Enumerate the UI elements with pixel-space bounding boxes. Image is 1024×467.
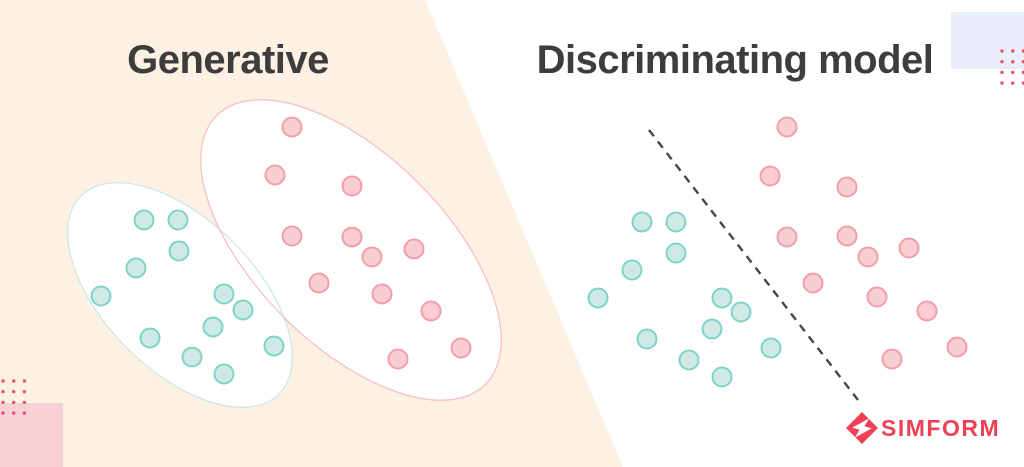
pink-data-point <box>857 246 879 268</box>
deco-dot <box>1021 49 1024 53</box>
teal-data-point <box>730 301 752 323</box>
pink-data-point <box>281 116 303 138</box>
pink-data-point <box>341 226 363 248</box>
teal-data-point <box>181 346 203 368</box>
teal-data-point <box>665 242 687 264</box>
discriminating-title: Discriminating model <box>536 38 934 82</box>
pink-square <box>0 403 63 467</box>
teal-data-point <box>213 363 235 385</box>
deco-dot <box>22 411 27 415</box>
deco-dot <box>1000 81 1004 85</box>
deco-dot <box>12 390 16 394</box>
pink-data-point <box>916 300 938 322</box>
deco-dot <box>1021 60 1024 64</box>
pink-data-point <box>281 225 303 247</box>
simform-logo-icon <box>846 412 878 444</box>
pink-data-point <box>946 336 968 358</box>
deco-dot <box>22 379 27 383</box>
pink-data-point <box>836 225 858 247</box>
teal-cluster-ellipse <box>67 182 293 408</box>
teal-data-point <box>232 299 254 321</box>
pink-data-point <box>898 237 920 259</box>
teal-data-point <box>90 285 112 307</box>
pink-data-point <box>776 116 798 138</box>
pink-data-point <box>308 272 330 294</box>
deco-dot <box>1021 70 1024 75</box>
pink-data-point <box>341 175 363 197</box>
teal-data-point <box>213 283 235 305</box>
teal-cluster-ellipse-fill <box>67 182 293 408</box>
teal-data-point <box>678 349 700 371</box>
deco-dot <box>1000 49 1004 53</box>
teal-data-point <box>167 209 189 231</box>
teal-data-point <box>711 287 733 309</box>
teal-data-point <box>760 337 782 359</box>
deco-dot <box>22 390 27 394</box>
teal-data-point <box>133 209 155 231</box>
teal-data-point <box>202 316 224 338</box>
teal-data-point <box>665 211 687 233</box>
pink-data-point <box>420 300 442 322</box>
deco-dot <box>1 411 5 415</box>
teal-data-point <box>587 287 609 309</box>
deco-dot <box>1011 49 1015 53</box>
lavender-square <box>951 12 1024 69</box>
pink-data-point <box>264 164 286 186</box>
deco-dot <box>12 379 16 383</box>
pink-data-point <box>802 272 824 294</box>
generative-title: Generative <box>127 38 329 82</box>
simform-logo-text: SIMFORM <box>881 414 1001 441</box>
pink-data-point <box>403 238 425 260</box>
pink-data-point <box>387 348 409 370</box>
simform-logo: SIMFORM <box>846 412 1000 444</box>
deco-dot <box>1000 70 1004 75</box>
deco-dot <box>1 390 5 394</box>
teal-data-point <box>263 335 285 357</box>
teal-data-point <box>139 327 161 349</box>
deco-dot <box>1021 81 1024 85</box>
deco-dot <box>1 400 5 405</box>
pink-data-point <box>836 176 858 198</box>
teal-data-point <box>701 318 723 340</box>
teal-data-point <box>168 240 190 262</box>
deco-dot <box>1011 81 1015 85</box>
deco-dot <box>1 379 5 383</box>
pink-data-point <box>866 286 888 308</box>
pink-data-point <box>450 337 472 359</box>
deco-dot <box>22 400 27 405</box>
pink-data-point <box>371 283 393 305</box>
pink-data-point <box>759 165 781 187</box>
teal-data-point <box>125 257 147 279</box>
pink-data-point <box>361 246 383 268</box>
deco-dot <box>1000 60 1004 64</box>
deco-dot <box>12 400 16 405</box>
pink-cluster-ellipse <box>200 99 502 401</box>
pink-data-point <box>776 226 798 248</box>
teal-data-point <box>631 211 653 233</box>
deco-dot <box>12 411 16 415</box>
teal-data-point <box>621 259 643 281</box>
teal-data-point <box>636 328 658 350</box>
deco-dot <box>1011 70 1015 75</box>
deco-dot <box>1011 60 1015 64</box>
pink-data-point <box>881 348 903 370</box>
teal-data-point <box>711 366 733 388</box>
